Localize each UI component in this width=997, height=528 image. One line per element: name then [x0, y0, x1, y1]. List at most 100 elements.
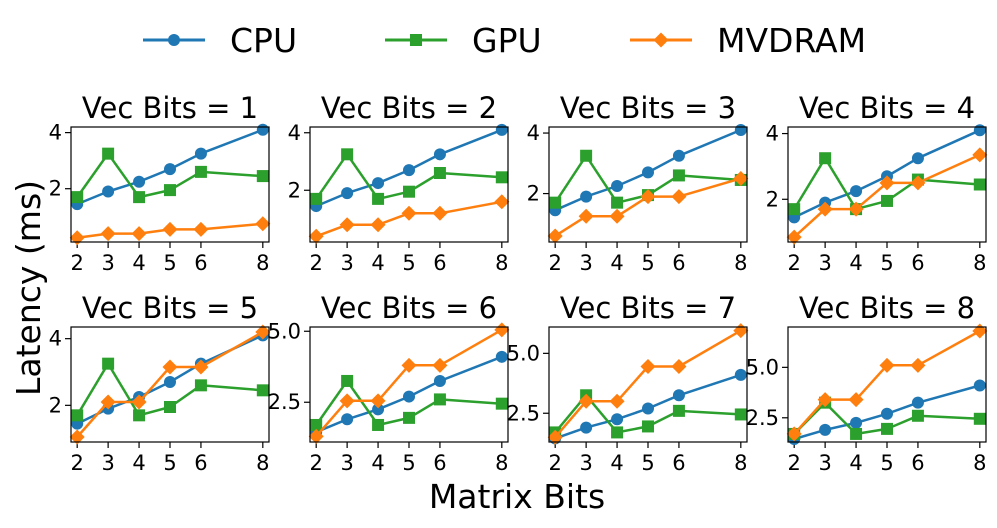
- series-line-gpu: [554, 154, 741, 204]
- subplot-vec-bits-8: Vec Bits = 8 2 3 4 5 6 8 2.5 5.0: [746, 291, 988, 475]
- data-point-cpu: [672, 149, 685, 162]
- data-point-cpu: [850, 416, 863, 429]
- x-tick-label: 2: [549, 451, 562, 475]
- x-tick-label: 3: [818, 251, 831, 275]
- data-point-mvdram: [255, 216, 271, 232]
- y-tick-label: 4: [49, 327, 62, 351]
- data-point-cpu: [881, 407, 893, 420]
- series-line-gpu: [793, 156, 980, 211]
- data-point-mvdram: [131, 226, 147, 242]
- y-tick-label: 5.0: [746, 355, 779, 379]
- x-tick-label: 5: [163, 251, 176, 275]
- y-tick-label: 2: [49, 393, 62, 417]
- data-point-mvdram: [494, 322, 510, 338]
- y-tick-label: 4: [766, 122, 779, 146]
- data-point-mvdram: [100, 226, 116, 242]
- data-point-mvdram: [162, 359, 178, 375]
- legend-entry-mvdram: MVDRAM: [630, 21, 866, 60]
- data-point-mvdram: [308, 428, 324, 444]
- data-point-gpu: [71, 409, 84, 422]
- x-tick-label: 6: [194, 451, 207, 475]
- data-point-gpu: [256, 384, 269, 397]
- plot-frame: [548, 126, 748, 243]
- x-tick-label: 5: [641, 451, 654, 475]
- data-point-gpu: [881, 422, 893, 435]
- data-point-gpu: [133, 409, 146, 422]
- data-point-cpu: [495, 350, 508, 363]
- y-axis-label: Latency (ms): [9, 180, 48, 396]
- x-tick-label: 8: [973, 451, 986, 475]
- data-point-mvdram: [308, 228, 324, 244]
- data-point-mvdram: [671, 359, 687, 375]
- x-tick-label: 6: [911, 251, 924, 275]
- legend-marker: [410, 34, 422, 46]
- legend-label: CPU: [230, 21, 297, 60]
- y-tick-label: 2.5: [746, 406, 779, 430]
- series-line-gpu: [76, 152, 263, 199]
- data-point-gpu: [495, 397, 508, 410]
- data-point-mvdram: [339, 217, 355, 233]
- x-tick-label: 2: [310, 451, 323, 475]
- plot-frame: [548, 326, 748, 443]
- x-tick-label: 5: [402, 451, 415, 475]
- data-point-mvdram: [910, 357, 926, 373]
- x-tick-label: 2: [310, 251, 323, 275]
- y-tick-label: 4: [527, 121, 540, 145]
- x-tick-label: 3: [340, 251, 353, 275]
- subplot-vec-bits-2: Vec Bits = 22 3 4 5 6 824: [288, 91, 510, 275]
- data-point-mvdram: [432, 357, 448, 373]
- x-tick-label: 6: [433, 251, 446, 275]
- series-line-mvdram: [554, 177, 742, 237]
- data-point-mvdram: [578, 393, 594, 409]
- data-point-gpu: [881, 194, 893, 207]
- x-tick-label: 4: [132, 251, 145, 275]
- data-point-mvdram: [193, 221, 209, 237]
- data-point-mvdram: [972, 323, 988, 339]
- x-tick-label: 8: [973, 251, 986, 275]
- subplot-title: Vec Bits = 4: [799, 91, 975, 125]
- data-point-mvdram: [786, 426, 802, 442]
- data-point-gpu: [71, 191, 84, 204]
- data-point-gpu: [164, 401, 176, 413]
- legend-entry-cpu: CPU: [143, 21, 297, 60]
- data-point-cpu: [495, 123, 508, 136]
- x-tick-label: 4: [849, 251, 862, 275]
- x-tick-label: 4: [610, 451, 623, 475]
- data-point-mvdram: [69, 230, 85, 246]
- x-tick-label: 5: [880, 251, 893, 275]
- series-line-mvdram: [554, 329, 742, 439]
- data-point-gpu: [672, 169, 685, 182]
- data-point-mvdram: [494, 194, 510, 210]
- plot-frame: [787, 326, 987, 443]
- x-tick-label: 3: [818, 451, 831, 475]
- x-tick-label: 4: [132, 451, 145, 475]
- data-point-mvdram: [370, 393, 386, 409]
- y-tick-label: 5.0: [268, 319, 301, 343]
- data-point-gpu: [403, 185, 415, 198]
- data-point-gpu: [256, 170, 269, 183]
- data-point-mvdram: [162, 221, 178, 237]
- subplot-title: Vec Bits = 8: [799, 291, 975, 325]
- data-point-gpu: [341, 374, 354, 387]
- data-point-mvdram: [547, 228, 563, 244]
- data-point-mvdram: [69, 429, 85, 445]
- subplot-vec-bits-6: Vec Bits = 6 2 3 4 5 6 8 2.5 5.0: [268, 291, 510, 475]
- data-point-mvdram: [879, 357, 895, 373]
- legend: CPU GPU MVDRAM: [143, 21, 866, 60]
- data-point-cpu: [433, 148, 446, 161]
- y-tick-label: 2.5: [268, 390, 301, 414]
- x-axis-label: Matrix Bits: [429, 477, 605, 516]
- x-tick-label: 2: [788, 251, 801, 275]
- data-point-gpu: [734, 408, 747, 421]
- subplot-vec-bits-7: Vec Bits = 7 2 3 4 5 6 8 2.5 5.0: [507, 291, 749, 475]
- data-point-cpu: [403, 390, 415, 403]
- x-tick-label: 4: [371, 451, 384, 475]
- data-point-gpu: [911, 409, 924, 422]
- x-tick-label: 4: [610, 251, 623, 275]
- series-line-gpu: [76, 362, 263, 417]
- data-point-gpu: [580, 149, 593, 162]
- data-point-mvdram: [432, 205, 448, 221]
- data-point-gpu: [341, 148, 354, 161]
- data-point-gpu: [788, 203, 801, 216]
